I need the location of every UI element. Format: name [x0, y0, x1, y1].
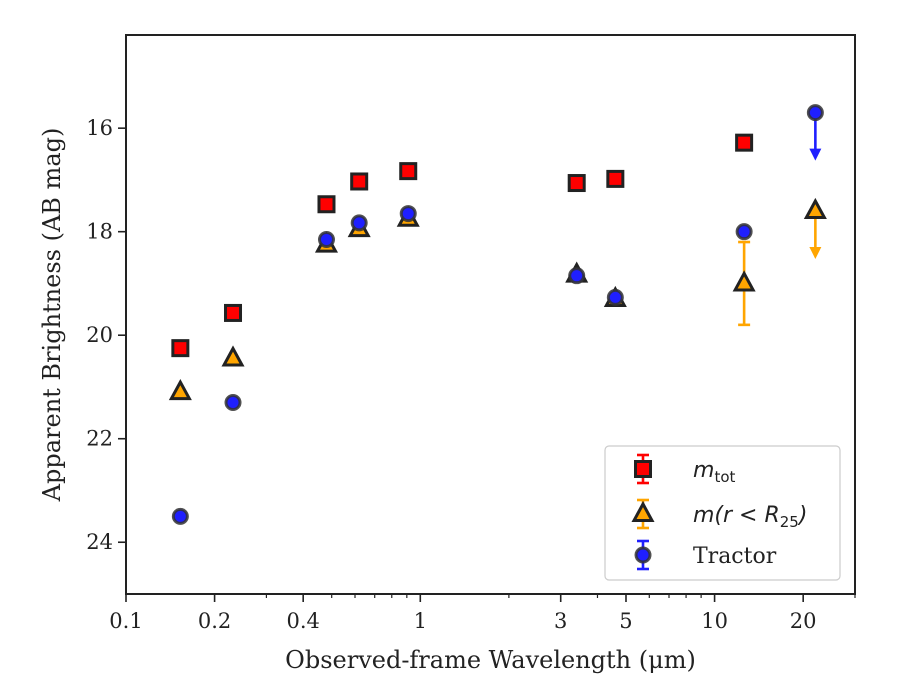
data-point-mtot: [350, 172, 369, 191]
data-point-tractor: [399, 205, 417, 223]
x-axis-label: Observed-frame Wavelength (μm): [285, 646, 696, 674]
y-tick-label: 24: [86, 530, 113, 554]
data-point-tractor: [806, 104, 824, 122]
upper-limit-arrow-head: [809, 148, 822, 161]
data-point-tractor: [350, 214, 368, 232]
y-tick-label: 16: [86, 116, 113, 140]
legend-label: Tractor: [693, 544, 777, 569]
data-point-m-r-lt-r25: [732, 270, 756, 292]
data-point-tractor: [568, 267, 586, 285]
data-point-tractor: [171, 507, 189, 525]
data-point-m-r-lt-r25: [221, 345, 245, 367]
y-tick-label: 18: [86, 220, 113, 244]
legend-marker: [631, 500, 655, 522]
legend-box: [604, 445, 841, 581]
series-tractor: [171, 104, 824, 525]
series-mtot: [171, 133, 754, 358]
data-point-mtot: [171, 339, 190, 358]
legend-entry-m-r-lt-r25: m(r < R25): [631, 498, 807, 531]
data-point-m-r-lt-r25: [803, 197, 827, 219]
x-tick-label: 0.1: [109, 609, 142, 633]
x-tick-label: 10: [701, 609, 728, 633]
legend: mtot m(r < R25) Tractor: [604, 445, 841, 581]
data-point-mtot: [317, 195, 336, 214]
y-tick-label: 20: [86, 323, 113, 347]
y-axis-ticks: 16 18 20 22 24: [86, 116, 126, 554]
data-point-tractor: [224, 393, 242, 411]
legend-marker: [634, 546, 652, 564]
legend-entry-tractor: Tractor: [634, 539, 777, 571]
data-point-mtot: [567, 174, 586, 193]
x-tick-label: 0.2: [198, 609, 231, 633]
data-point-mtot: [606, 169, 625, 188]
plot-area: [168, 104, 827, 525]
legend-entry-mtot: mtot: [634, 453, 735, 486]
data-point-mtot: [224, 303, 243, 322]
data-point-tractor: [606, 288, 624, 306]
x-tick-label: 0.4: [286, 609, 319, 633]
axes-frame: [125, 34, 856, 595]
data-point-tractor: [735, 223, 753, 241]
data-point-tractor: [317, 230, 335, 248]
x-tick-label: 5: [619, 609, 632, 633]
data-point-m-r-lt-r25: [168, 379, 192, 401]
upper-limit-arrow-head: [809, 246, 822, 259]
x-tick-label: 1: [414, 609, 427, 633]
data-point-mtot: [735, 133, 754, 152]
legend-marker: [634, 460, 652, 478]
x-tick-label: 3: [554, 609, 567, 633]
legend-label: mtot: [693, 458, 735, 486]
data-point-mtot: [399, 162, 418, 181]
legend-label: m(r < R25): [693, 503, 807, 531]
y-axis-label: Apparent Brightness (AB mag): [38, 128, 66, 503]
x-tick-label: 20: [790, 609, 817, 633]
y-tick-label: 22: [86, 427, 113, 451]
